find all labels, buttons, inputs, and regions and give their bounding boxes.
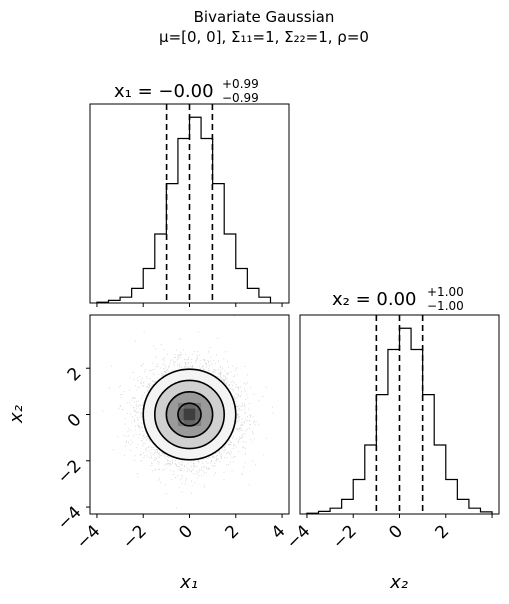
joint-ytick-label: −4 [54, 502, 86, 534]
x2-hist-tick-label: 0 [385, 521, 407, 543]
joint-density-cell [189, 408, 196, 415]
joint-ylabel: x₂ [6, 405, 27, 424]
joint-density-cell [177, 408, 184, 415]
x1-hist-bin [178, 138, 190, 303]
x2-hist-bin [400, 328, 412, 514]
x2-hist-bin [376, 395, 388, 514]
x2-hist-xlabel: x₂ [389, 572, 408, 593]
x1-stat-main: x₁ = −0.00 [114, 81, 214, 102]
joint-ytick-label: −2 [54, 456, 86, 488]
panel-x2-hist: x₂ = 0.00 +1.00 −1.00 −4 −2 0 2 x₂ [283, 285, 500, 593]
x2-hist-bin [457, 499, 469, 514]
panel-x1-hist: x₁ = −0.00 +0.99 −0.99 [89, 77, 290, 307]
x1-hist-bin [247, 288, 259, 303]
x2-hist-bin [469, 508, 481, 514]
x1-stat-title: x₁ = −0.00 [114, 81, 214, 102]
x1-hist-bin [224, 234, 236, 303]
joint-xtick-label: 0 [175, 521, 197, 543]
joint-density-cell [195, 402, 202, 409]
joint-xtick-label: −2 [119, 521, 151, 553]
figure-title: Bivariate Gaussian [194, 8, 335, 26]
x2-hist-bin [434, 445, 446, 514]
joint-density-cell [183, 402, 190, 409]
x1-hist-bin [201, 138, 213, 303]
x2-stat-sub: −1.00 [427, 299, 464, 313]
x1-stat-sup: +0.99 [222, 77, 259, 91]
x1-hist-bin [190, 117, 202, 303]
x2-hist-bin [342, 499, 354, 514]
joint-density-cell [195, 414, 202, 421]
x1-hist-bin [155, 234, 167, 303]
joint-xtick-label: 2 [222, 521, 244, 543]
joint-contour [153, 379, 226, 450]
joint-density-cell [189, 402, 196, 409]
x2-hist-tick-label: −4 [283, 521, 315, 553]
x2-hist-tick-label: 2 [432, 521, 454, 543]
x2-stat-sup: +1.00 [427, 285, 464, 299]
joint-density-cell [183, 420, 190, 427]
x2-stat-main: x₂ = 0.00 [332, 289, 416, 310]
joint-density-cell [183, 414, 190, 421]
x2-hist-frame [299, 314, 500, 515]
x1-hist-step-line [96, 116, 272, 303]
x2-hist-bin [365, 445, 377, 514]
panel-joint: −4 −2 0 2 4−4−202 x₁ x₂ [6, 314, 290, 593]
x2-hist-bin [423, 395, 435, 514]
joint-contour [177, 402, 202, 427]
joint-contour [165, 391, 214, 438]
joint-ytick-label: 0 [64, 410, 86, 432]
joint-density-cell [189, 420, 196, 427]
x1-hist-bin [259, 297, 271, 303]
x2-hist-bin [353, 480, 365, 514]
joint-density-cell [177, 414, 184, 421]
x1-hist-bin [120, 297, 132, 303]
joint-ytick-label: 2 [64, 364, 86, 386]
x1-hist-bin [143, 269, 155, 303]
x1-hist-bin [236, 269, 248, 303]
joint-density-cell [177, 402, 184, 409]
x1-hist-bin [166, 184, 178, 303]
joint-xtick-label: −4 [73, 521, 105, 553]
joint-density-cell [183, 408, 190, 415]
joint-density-cell [195, 420, 202, 427]
x1-hist-bin [132, 288, 144, 303]
joint-contour [142, 368, 237, 461]
x1-hist-frame [89, 103, 290, 304]
x2-hist-tick-label: −2 [329, 521, 361, 553]
x1-stat-sub: −0.99 [222, 91, 259, 105]
joint-density-cell [189, 414, 196, 421]
x2-stat-title: x₂ = 0.00 [332, 289, 416, 310]
x2-hist-bin [388, 349, 400, 514]
joint-xlabel: x₁ [179, 572, 198, 593]
joint-density-cell [177, 420, 184, 427]
x2-hist-bin [446, 480, 458, 514]
x2-hist-bin [330, 508, 342, 514]
x1-hist-bin [213, 184, 225, 303]
figure-subtitle: μ=[0, 0], Σ₁₁=1, Σ₂₂=1, ρ=0 [159, 28, 369, 46]
x2-hist-bin [411, 349, 423, 514]
joint-density-cell [195, 408, 202, 415]
